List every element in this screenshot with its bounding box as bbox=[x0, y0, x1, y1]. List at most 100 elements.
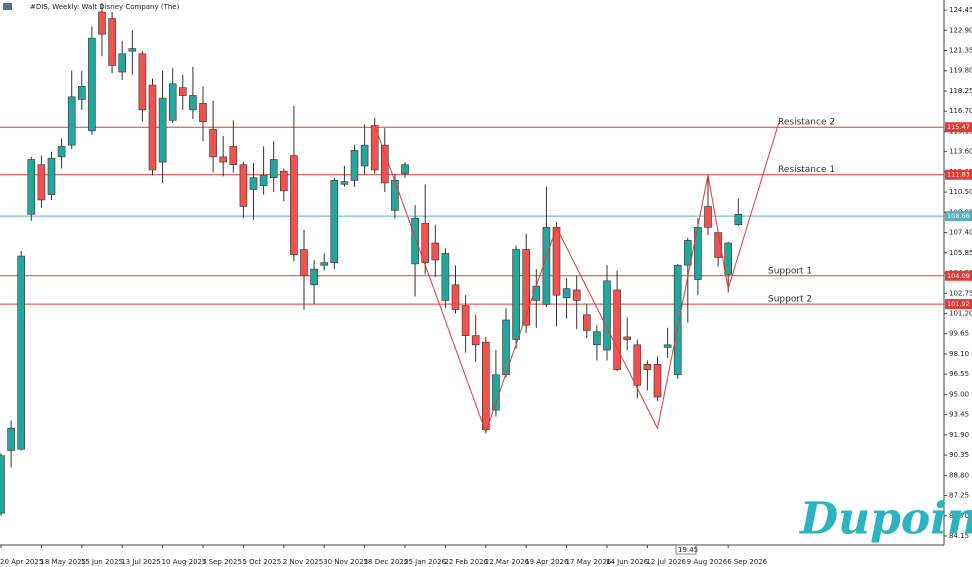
y-tick-label: 122.90 bbox=[949, 26, 972, 34]
candle-body bbox=[653, 364, 662, 398]
x-tick-label: 22 Mar 2026 bbox=[485, 558, 530, 566]
y-tick-label: 99.65 bbox=[949, 330, 969, 338]
y-tick-label: 116.70 bbox=[949, 107, 972, 115]
price-tag bbox=[945, 169, 972, 180]
candle-body bbox=[209, 129, 217, 158]
y-tick-label: 119.80 bbox=[949, 67, 972, 75]
y-tick-label: 105.85 bbox=[949, 249, 972, 257]
x-tick-label: 9 Aug 2026 bbox=[687, 558, 728, 566]
candle-body bbox=[108, 18, 116, 66]
candle-body bbox=[572, 289, 581, 301]
candle-body bbox=[67, 96, 76, 146]
candle-body bbox=[391, 180, 399, 211]
candle-body bbox=[57, 146, 66, 158]
price-tag-label: 101.92 bbox=[947, 300, 970, 308]
candle-body bbox=[259, 174, 268, 186]
candle-body bbox=[219, 156, 227, 163]
y-tick-label: 101.20 bbox=[949, 309, 972, 317]
x-tick-label: 6 Sep 2026 bbox=[727, 558, 767, 566]
zigzag-line bbox=[374, 122, 780, 434]
y-tick-label: 98.10 bbox=[949, 350, 969, 358]
price-tag bbox=[945, 122, 972, 133]
x-tick-label: 5 Oct 2025 bbox=[242, 558, 281, 566]
candle-body bbox=[17, 255, 26, 450]
y-tick-label: 102.75 bbox=[949, 289, 972, 297]
logo: Dupoin bbox=[798, 494, 972, 545]
y-tick-label: 95.00 bbox=[949, 390, 969, 398]
candle-body bbox=[98, 11, 106, 35]
candle-body bbox=[663, 344, 672, 348]
y-tick-label: 96.55 bbox=[949, 370, 969, 378]
candle-body bbox=[310, 268, 318, 286]
symbol-icon bbox=[3, 3, 12, 10]
price-tag bbox=[945, 299, 972, 310]
candle-body bbox=[330, 180, 339, 263]
y-tick-label: 90.35 bbox=[949, 451, 969, 459]
candle-body bbox=[350, 150, 359, 181]
level-label: Support 1 bbox=[768, 266, 812, 276]
candle-body bbox=[279, 170, 288, 192]
candle-body bbox=[623, 336, 632, 340]
candle-body bbox=[441, 253, 450, 301]
x-tick-label: 14 Jun 2026 bbox=[606, 558, 649, 566]
x-tick-label: 22 Feb 2026 bbox=[444, 558, 488, 566]
x-tick-label: 18 May 2025 bbox=[40, 558, 86, 566]
candle-body bbox=[633, 344, 642, 386]
price-tag bbox=[945, 270, 972, 281]
time-label: 19:45 bbox=[678, 546, 698, 554]
candle-body bbox=[179, 87, 187, 96]
candle-body bbox=[47, 157, 56, 196]
level-label: Resistance 1 bbox=[778, 165, 835, 175]
x-tick-label: 10 Aug 2025 bbox=[162, 558, 207, 566]
price-tag-label: 115.47 bbox=[947, 123, 970, 131]
candle-body bbox=[522, 249, 531, 326]
y-tick-label: 107.40 bbox=[949, 229, 972, 237]
candle-body bbox=[673, 264, 682, 376]
candle-body bbox=[118, 53, 126, 73]
candle-body bbox=[582, 314, 591, 331]
candle-body bbox=[380, 144, 389, 184]
candle-body bbox=[593, 331, 601, 346]
x-tick-label: 17 May 2026 bbox=[566, 558, 612, 566]
candle-body bbox=[189, 95, 197, 111]
x-tick-label: 25 Jan 2026 bbox=[404, 558, 447, 566]
candle-body bbox=[552, 227, 561, 296]
y-tick-label: 124.45 bbox=[949, 6, 972, 14]
candle-body bbox=[88, 37, 96, 132]
candle-body bbox=[300, 249, 308, 276]
candle-body bbox=[199, 103, 207, 122]
candle-body bbox=[481, 341, 490, 430]
candle-body bbox=[683, 240, 692, 266]
y-tick-label: 88.80 bbox=[949, 471, 969, 479]
candle-body bbox=[269, 159, 278, 179]
candle-body bbox=[0, 455, 5, 514]
candle-body bbox=[643, 364, 652, 370]
candle-body bbox=[542, 227, 551, 305]
candle-body bbox=[411, 217, 419, 265]
price-tag bbox=[945, 211, 972, 222]
candle-body bbox=[360, 144, 369, 167]
y-tick-label: 85.70 bbox=[949, 512, 969, 520]
candle-body bbox=[603, 280, 611, 351]
candle-body bbox=[148, 84, 157, 171]
y-tick-label: 110.50 bbox=[949, 188, 972, 196]
candle-body bbox=[138, 53, 147, 111]
y-tick-label: 113.60 bbox=[949, 148, 972, 156]
candle-body bbox=[320, 262, 329, 266]
candle-body bbox=[471, 335, 480, 346]
x-tick-label: 7 Sep 2025 bbox=[202, 558, 242, 566]
level-label: Support 2 bbox=[768, 295, 812, 305]
candle-body bbox=[562, 288, 571, 299]
candle-body bbox=[401, 164, 409, 175]
candle-body bbox=[158, 97, 167, 163]
candle-body bbox=[613, 289, 621, 370]
candle-body bbox=[78, 86, 86, 100]
candle-body bbox=[512, 249, 520, 340]
x-tick-label: 28 Dec 2025 bbox=[364, 558, 409, 566]
chart-title: #DIS, Weekly: Walt Disney Company (The) bbox=[30, 3, 180, 11]
candle-body bbox=[128, 48, 137, 52]
y-tick-label: 93.45 bbox=[949, 411, 969, 419]
candle-body bbox=[7, 428, 15, 451]
x-tick-label: 15 Jun 2025 bbox=[81, 558, 123, 566]
